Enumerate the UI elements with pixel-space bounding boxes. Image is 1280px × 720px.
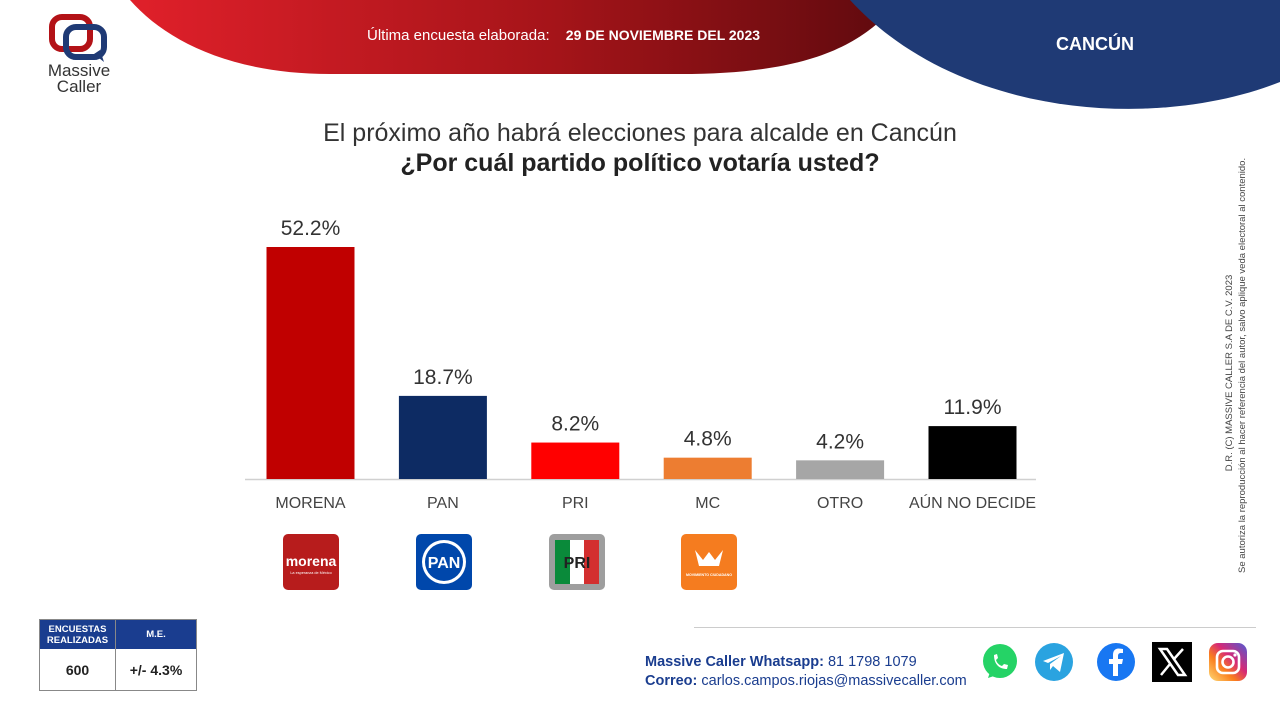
bar-pri [531,442,620,479]
copyright-line-1: D.R. (C) MASSIVE CALLER S.A DE C.V. 2023 [1224,274,1235,472]
morena-logo-text: morena [286,553,337,569]
value-label: 4.8% [684,428,732,451]
mc-logo-icon: MOVIMIENTO CIUDADANO [681,534,737,590]
x-icon[interactable] [1152,642,1192,682]
email-address[interactable]: carlos.campos.riojas@massivecaller.com [701,673,967,689]
category-label: MORENA [275,495,346,512]
value-label: 11.9% [944,396,1002,419]
bar-morena [266,247,355,479]
logo-word-2: Caller [56,77,102,96]
bar-otro [796,460,885,479]
category-label: PRI [562,495,589,512]
logo-word-1: Massive [47,61,111,80]
chart-title: El próximo año habrá elecciones para alc… [323,119,957,147]
whatsapp-icon[interactable] [980,642,1020,682]
pri-logo-icon: PRI [549,534,605,590]
value-label: 52.2% [281,217,341,240]
value-label: 18.7% [413,366,473,389]
stats-value-margin: +/- 4.3% [129,662,183,678]
city-label: CANCÚN [1056,34,1134,54]
whatsapp-number[interactable]: 81 1798 1079 [827,654,917,670]
value-label: 8.2% [551,413,599,436]
pan-logo-icon: PAN [416,534,472,590]
navy-banner [850,0,1280,109]
chat-bubbles-icon [49,14,107,62]
stats-header-surveys: ENCUESTAS REALIZADAS [40,620,116,649]
category-label: MC [695,495,720,512]
morena-logo-icon: morena La esperanza de México [283,534,339,590]
stats-value-surveys: 600 [40,649,116,691]
pan-logo-text: PAN [428,555,461,572]
instagram-icon[interactable] [1208,642,1248,682]
red-banner [130,0,900,74]
survey-date-line: Última encuesta elaborada: 29 DE NOVIEMB… [367,27,760,44]
stats-header-margin: M.E. [146,629,166,640]
copyright-line-2: Se autoriza la reproducción al hacer ref… [1237,157,1248,573]
whatsapp-label: Massive Caller Whatsapp: [645,654,824,670]
category-label: AÚN NO DECIDE [909,493,1036,512]
morena-logo-sub: La esperanza de México [290,571,331,575]
copyright-notice: D.R. (C) MASSIVE CALLER S.A DE C.V. 2023… [1223,157,1249,573]
category-label: OTRO [817,495,863,512]
bar-a-n-no-decide [928,426,1017,479]
facebook-icon[interactable] [1096,642,1136,682]
category-label: PAN [427,495,459,512]
chart-question: ¿Por cuál partido político votaría usted… [400,149,880,177]
email-label: Correo: [645,673,698,689]
value-label: 4.2% [816,430,864,453]
bar-mc [663,457,752,479]
contact-whatsapp: Massive Caller Whatsapp: 81 1798 1079 [645,654,917,670]
survey-date-label: Última encuesta elaborada: [367,27,550,44]
pri-logo-text: PRI [564,555,591,572]
survey-date-value: 29 DE NOVIEMBRE DEL 2023 [565,27,761,43]
massive-caller-logo: Massive Caller [36,14,126,100]
telegram-icon[interactable] [1034,642,1074,682]
contact-email: Correo: carlos.campos.riojas@massivecall… [645,673,967,689]
bar-pan [398,395,487,479]
survey-stats-table: ENCUESTAS REALIZADAS M.E. 600 +/- 4.3% [39,619,197,691]
mc-logo-text: MOVIMIENTO CIUDADANO [686,573,732,577]
footer-divider [694,627,1256,628]
